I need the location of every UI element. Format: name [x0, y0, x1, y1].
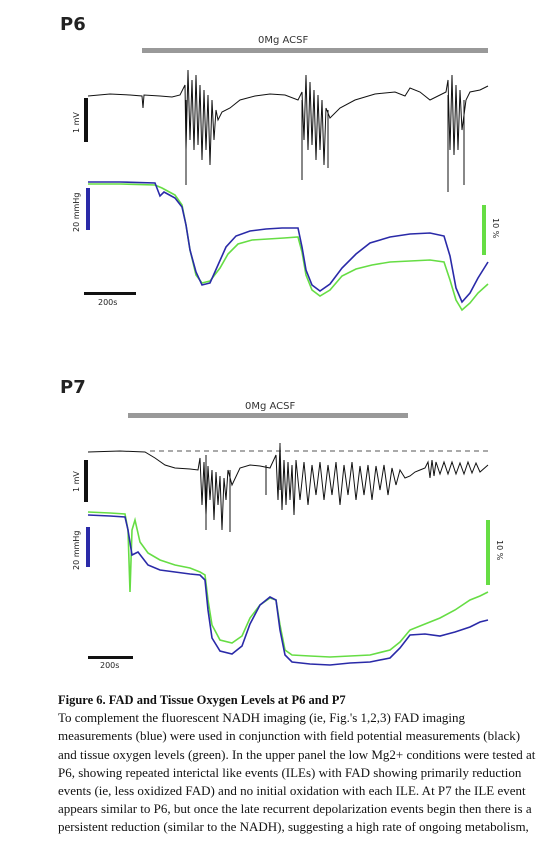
- p7-oxygen-trace: [87, 511, 489, 658]
- p6-traces: [87, 69, 489, 312]
- time-scale-bar-p7: [88, 656, 133, 659]
- time-scale-bar-p6: [84, 292, 136, 295]
- figure-caption: Figure 6. FAD and Tissue Oxygen Levels a…: [58, 691, 538, 837]
- condition-bar-p7: [128, 413, 408, 418]
- condition-label-p6: 0Mg ACSF: [258, 35, 309, 46]
- mv-scale-bar-p7: [84, 460, 88, 502]
- panel-label-p6: P6: [60, 14, 86, 35]
- mmhg-scale-bar-p6: [86, 188, 90, 230]
- p6-field-trace: [87, 69, 489, 166]
- caption-title: Figure 6. FAD and Tissue Oxygen Levels a…: [58, 693, 346, 707]
- pct-scale-bar-p6: [482, 205, 486, 255]
- p7-fad-trace: [87, 514, 489, 666]
- condition-label-p7: 0Mg ACSF: [245, 401, 296, 412]
- p7-field-trace: [87, 444, 489, 531]
- condition-bar-p6: [142, 48, 488, 53]
- time-label-p6: 200s: [98, 298, 118, 307]
- time-label-p7: 200s: [100, 661, 120, 670]
- panel-label-p7: P7: [60, 377, 86, 398]
- p6-fad-trace: [88, 181, 489, 304]
- p7-traces: [87, 443, 489, 666]
- mmhg-scale-bar-p7: [86, 527, 90, 567]
- caption-body: To complement the fluorescent NADH imagi…: [58, 710, 536, 835]
- mv-scale-bar-p6: [84, 98, 88, 142]
- pct-scale-bar-p7: [486, 520, 490, 585]
